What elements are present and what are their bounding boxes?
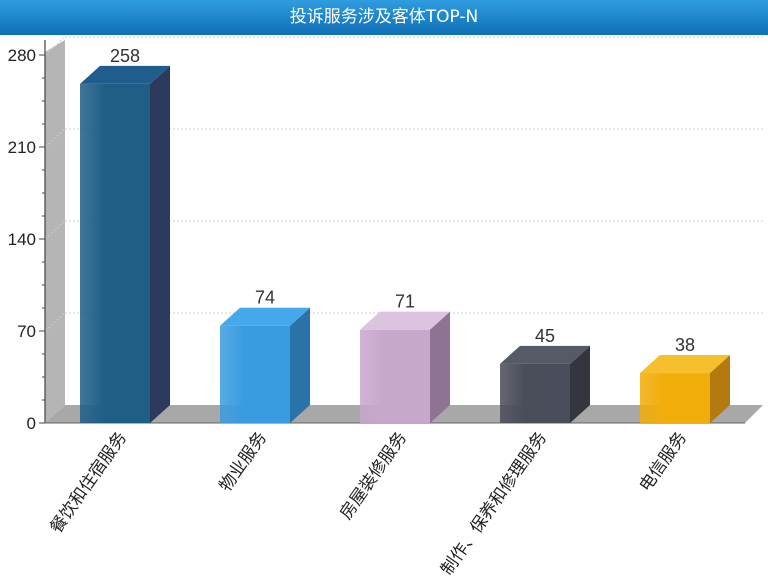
bar	[500, 345, 590, 423]
bar	[220, 307, 310, 423]
bar-side	[570, 345, 590, 423]
bar-top	[80, 65, 170, 84]
value-label: 74	[255, 288, 275, 308]
bar-front	[360, 329, 430, 423]
category-label: 电信服务	[636, 428, 691, 495]
bar-side	[710, 355, 730, 423]
category-label: 物业服务	[216, 428, 271, 495]
bar	[360, 311, 450, 423]
y-tick-label: 210	[8, 138, 36, 157]
grid-line-wall	[44, 36, 66, 56]
y-tick-label: 0	[27, 414, 36, 433]
chart-header-bar: 投诉服务涉及客体TOP-N	[0, 0, 768, 35]
value-label: 45	[535, 326, 555, 346]
value-label: 71	[395, 292, 415, 312]
bar-top	[640, 355, 730, 374]
bar	[640, 355, 730, 423]
y-tick-label: 140	[8, 230, 36, 249]
grid-line-wall	[44, 312, 66, 332]
chart-left-wall	[45, 40, 65, 423]
bar-front	[500, 363, 570, 423]
bar-side	[290, 307, 310, 423]
bar-front	[640, 373, 710, 423]
value-labels: 258 74 71 45 38	[110, 46, 695, 355]
grid-line-wall	[44, 128, 66, 148]
bar-side	[430, 311, 450, 423]
bars-group	[80, 65, 730, 424]
grid-lines	[44, 36, 763, 332]
y-tick-label: 70	[17, 322, 36, 341]
bar	[80, 65, 170, 424]
bar-top	[500, 345, 590, 364]
category-label: 制作、保养和修理服务	[437, 428, 551, 579]
value-label: 38	[675, 335, 695, 355]
category-label: 房屋装修服务	[336, 428, 411, 523]
category-label: 餐饮和住宿服务	[46, 428, 131, 537]
bar-front	[80, 83, 150, 424]
bar-top	[360, 311, 450, 330]
grid-line-wall	[44, 220, 66, 240]
chart-title: 投诉服务涉及客体TOP-N	[289, 7, 479, 27]
bar-front	[220, 325, 290, 423]
value-label: 258	[110, 46, 140, 66]
category-labels: 餐饮和住宿服务 物业服务 房屋装修服务 制作、保养和修理服务 电信服务	[46, 428, 691, 579]
y-axis: 0 70 140 210 280	[8, 40, 745, 433]
y-tick-label: 280	[8, 46, 36, 65]
bar-top	[220, 307, 310, 326]
bar-side	[150, 65, 170, 424]
